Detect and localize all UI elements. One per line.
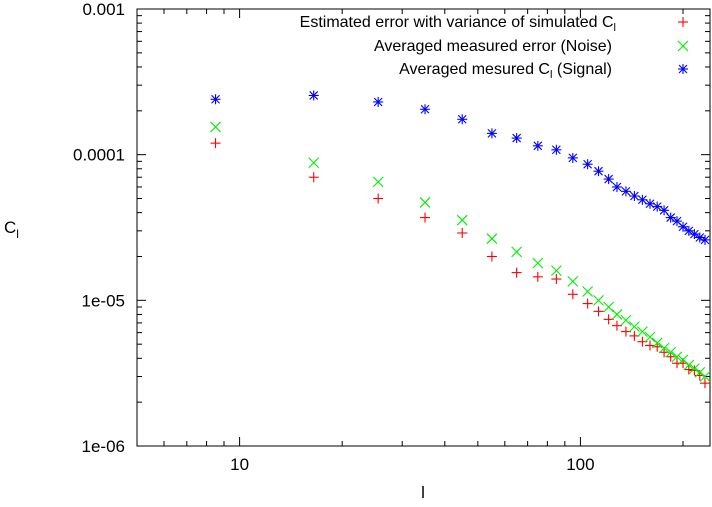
signal-point: [373, 96, 384, 107]
estimated-error-point: [620, 326, 631, 337]
axis-ticks: 10 100 1e-06 1e-05 0.0001 0.001: [73, 0, 710, 474]
estimated-error-point: [210, 138, 221, 149]
estimated-error-point: [659, 347, 670, 358]
estimated-error-point: [457, 227, 468, 238]
estimated-error-point: [551, 274, 562, 285]
signal-point: [659, 205, 670, 216]
legend-marker-symbol: [677, 40, 689, 52]
noise-point: [372, 176, 384, 188]
legend: Estimated error with variance of simulat…: [300, 14, 689, 81]
y-axis-label-main: C: [4, 218, 16, 237]
signal-point: [593, 166, 604, 177]
estimated-error-point: [582, 298, 593, 309]
legend-marker-symbol: [678, 64, 688, 74]
estimated-error-point: [644, 340, 655, 351]
estimated-error-point: [486, 251, 497, 262]
noise-point: [629, 321, 640, 333]
plot-frame: [136, 8, 711, 447]
signal-point: [629, 191, 640, 202]
signal-point: [308, 90, 319, 101]
noise-point: [699, 371, 711, 382]
signal-point: [551, 144, 562, 155]
estimated-error-point: [665, 351, 676, 362]
y-tick-label: 1e-06: [82, 437, 125, 456]
noise-point: [671, 351, 683, 363]
estimated-error-point: [611, 320, 622, 331]
y-axis-label-sub: l: [16, 227, 19, 241]
noise-point: [532, 257, 544, 269]
noise-point: [665, 346, 677, 358]
noise-point: [511, 246, 523, 258]
legend-marker-symbol: [678, 17, 688, 27]
noise-point: [419, 197, 431, 208]
legend-label-signal: Averaged mesured Cl (Signal): [399, 61, 612, 81]
signal-point: [420, 104, 431, 115]
noise-point: [644, 331, 656, 343]
estimated-error-point: [683, 364, 694, 375]
signal-point: [683, 225, 694, 236]
noise-point: [637, 326, 648, 337]
y-axis-label: Cl: [4, 218, 19, 241]
noise-point: [620, 314, 632, 326]
noise-point: [689, 363, 700, 374]
noise-point: [694, 367, 706, 378]
estimated-error-point: [511, 267, 522, 278]
signal-point: [611, 181, 622, 192]
noise-point: [582, 286, 594, 297]
signal-point: [620, 186, 631, 197]
noise-point: [611, 309, 623, 320]
signal-point: [644, 198, 655, 209]
signal-point: [567, 152, 578, 163]
noise-point: [683, 359, 695, 371]
estimated-error-point: [420, 212, 431, 223]
y-tick-label: 0.001: [82, 0, 125, 19]
signal-point: [699, 234, 710, 245]
y-tick-label: 0.0001: [73, 146, 125, 165]
noise-point: [486, 233, 498, 245]
noise-point: [550, 265, 562, 276]
estimated-error-point: [532, 271, 543, 282]
estimated-error-point: [593, 306, 604, 317]
x-tick-label: 100: [566, 455, 594, 474]
signal-point: [637, 194, 648, 205]
noise-point: [210, 121, 221, 133]
legend-marker-noise: [677, 40, 689, 52]
estimated-error-point: [373, 193, 384, 204]
data-points: [210, 90, 711, 389]
signal-point: [532, 140, 543, 151]
legend-marker-signal: [678, 64, 688, 74]
noise-point: [456, 214, 468, 226]
legend-marker-estimated-error: [678, 17, 688, 27]
signal-point: [689, 229, 700, 240]
noise-point: [308, 157, 320, 169]
signal-point: [486, 128, 497, 139]
estimated-error-point: [699, 378, 710, 389]
signal-point: [582, 159, 593, 170]
estimated-error-point: [308, 172, 319, 183]
estimated-error-point: [567, 289, 578, 300]
legend-label-noise: Averaged measured error (Noise): [374, 38, 612, 55]
noise-point: [593, 294, 604, 306]
signal-point: [665, 212, 676, 223]
y-tick-label: 1e-05: [82, 291, 125, 310]
signal-point: [457, 114, 468, 125]
noise-point: [567, 275, 579, 287]
signal-point: [511, 133, 522, 144]
x-axis-label: l: [421, 483, 425, 502]
noise-point: [658, 342, 670, 354]
signal-point: [678, 221, 689, 232]
noise-point: [603, 301, 615, 313]
signal-point: [603, 174, 614, 185]
x-tick-label: 10: [230, 455, 249, 474]
noise-point: [651, 337, 663, 349]
legend-label-estimated-error: Estimated error with variance of simulat…: [300, 14, 616, 34]
signal-point: [210, 94, 221, 105]
